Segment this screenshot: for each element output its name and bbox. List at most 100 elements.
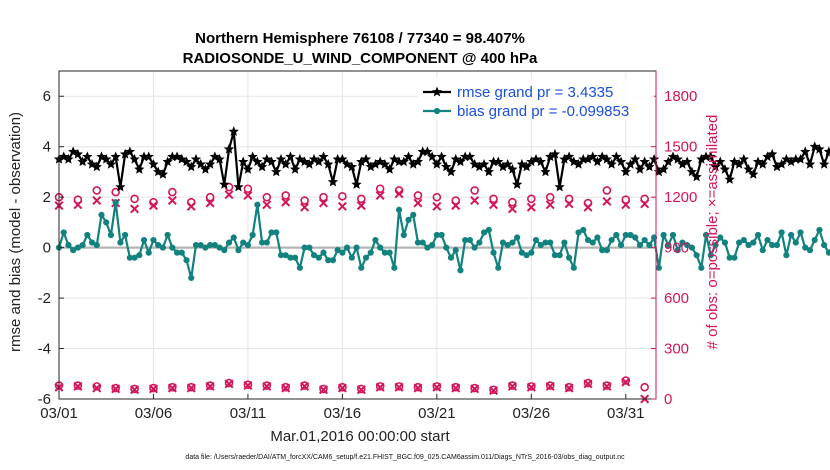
series-point-star [398, 156, 409, 167]
series-point-star [478, 158, 490, 169]
obs-circle-marker [111, 383, 120, 393]
series-point-dot [249, 231, 256, 239]
series-point-star [748, 169, 759, 179]
x-tick-label: 03/06 [135, 405, 173, 422]
obs-circle-marker [602, 186, 612, 195]
series-point-star [436, 151, 447, 162]
obs-count-series-cross [54, 189, 650, 404]
obs-circle-marker [564, 194, 574, 204]
obs-circle-marker [545, 192, 555, 202]
series-point-dot [240, 239, 247, 246]
series-point-star [157, 169, 169, 179]
series-point-star [275, 153, 287, 164]
series-point-dot [362, 254, 370, 261]
series-point-star [715, 156, 726, 167]
series-point-star [719, 164, 731, 174]
obs-circle-marker [527, 382, 536, 391]
obs-cross-marker [243, 190, 253, 200]
obs-cross-marker [148, 201, 158, 211]
obs-cross-marker [73, 200, 83, 210]
series-point-star [705, 151, 716, 162]
series-point-dot [235, 247, 242, 254]
series-point-star [134, 164, 145, 174]
obs-circle-marker [470, 186, 479, 195]
series-point-dot [707, 252, 714, 259]
obs-circle-marker [205, 381, 215, 390]
series-point-dot [150, 236, 157, 244]
obs-circle-marker [262, 192, 272, 202]
chart-title-line-1: Northern Hemisphere 76108 / 77340 = 98.4… [195, 30, 525, 47]
series-point-dot [424, 244, 431, 251]
y-right-tick-label: 1800 [664, 88, 697, 105]
series-point-dot [655, 264, 662, 271]
obs-cross-marker [356, 385, 366, 395]
series-point-dot [679, 239, 686, 246]
obs-cross-marker [621, 377, 631, 387]
series-point-star [682, 156, 693, 167]
series-point-star [219, 179, 230, 189]
series-point-dot [367, 249, 374, 256]
series-point-star [313, 156, 324, 167]
series-point-dot [627, 231, 634, 239]
x-tick-label: 03/16 [324, 405, 362, 422]
series-point-dot [443, 244, 450, 251]
obs-circle-marker [375, 382, 385, 391]
obs-cross-marker [545, 381, 555, 391]
obs-circle-marker [73, 195, 83, 204]
chart-title-line-2: RADIOSONDE_U_WIND_COMPONENT @ 400 hPa [183, 50, 538, 67]
obs-circle-marker [356, 384, 366, 394]
series-point-star [606, 158, 617, 169]
obs-cross-marker [545, 200, 555, 210]
obs-cross-marker [451, 201, 461, 211]
obs-circle-marker [583, 378, 593, 388]
series-point-star [412, 156, 424, 167]
x-tick-label: 03/26 [513, 405, 551, 422]
series-point-dot [556, 252, 563, 259]
y-left-tick-label: -4 [38, 341, 51, 358]
legend: rmse grand pr = 3.4335 bias grand pr = -0… [418, 78, 654, 120]
obs-cross-marker [432, 201, 442, 211]
obs-circle-marker [243, 380, 253, 390]
obs-cross-marker [394, 189, 404, 199]
obs-cross-marker [111, 384, 121, 394]
y-right-tick-label: 900 [664, 240, 689, 257]
series-point-star [63, 153, 74, 164]
obs-circle-marker [319, 384, 328, 394]
obs-circle-marker [262, 381, 272, 390]
series-point-star [615, 156, 627, 167]
series-point-star [247, 151, 258, 162]
series-point-dot [532, 236, 540, 244]
legend-label: bias grand pr = -0.099853 [457, 103, 629, 120]
series-point-star [427, 151, 438, 162]
y-right-tick-label: 1200 [664, 189, 697, 206]
series-point-star [445, 166, 457, 177]
series-point-dot [79, 241, 86, 249]
series-point-star [101, 153, 112, 164]
series-point-dot [339, 249, 346, 256]
series-point-dot [70, 247, 77, 254]
obs-circle-marker [451, 196, 461, 205]
obs-cross-marker [337, 201, 347, 211]
series-point-star [502, 158, 513, 169]
series-point-dot [358, 264, 365, 271]
x-tick-label: 03/21 [418, 405, 456, 422]
series-point-star [611, 151, 622, 162]
series-point-star [285, 151, 296, 162]
series-point-star [483, 166, 494, 177]
series-point-star [734, 158, 745, 169]
obs-cross-marker [394, 382, 404, 392]
obs-cross-marker [507, 381, 517, 391]
series-point-dot [745, 241, 752, 249]
series-point-star [540, 166, 551, 177]
series-point-dot [348, 254, 355, 261]
obs-circle-marker [168, 187, 177, 197]
legend-marker-star [431, 86, 443, 97]
series-point-dot [103, 219, 110, 226]
series-point-star [507, 164, 518, 174]
series-point-star [323, 158, 334, 169]
series-point-star [318, 151, 329, 162]
series-point-dot [93, 241, 100, 249]
obs-cross-marker [92, 383, 102, 393]
series-point-dot [117, 239, 124, 246]
series-point-dot [565, 254, 573, 261]
